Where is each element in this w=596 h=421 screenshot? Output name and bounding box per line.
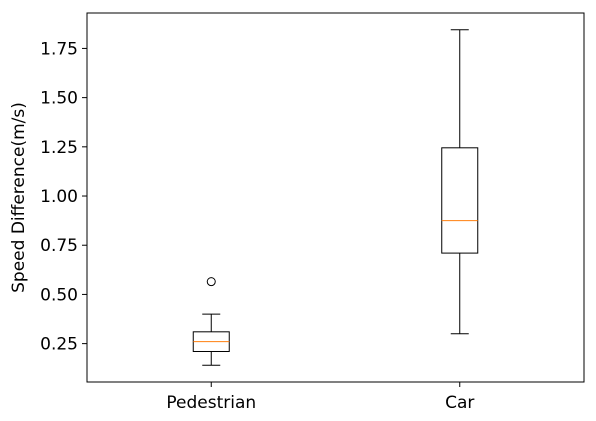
plot-frame <box>86 12 585 383</box>
iqr-box <box>441 147 479 254</box>
y-tick-label: 1.25 <box>40 138 78 158</box>
x-tick-label: Pedestrian <box>166 393 256 413</box>
box-car <box>441 29 479 335</box>
outlier-point <box>206 277 216 287</box>
y-tick-label: 0.75 <box>40 236 78 256</box>
y-tick-label: 1.00 <box>40 187 78 207</box>
box-pedestrian <box>192 277 230 366</box>
y-axis-title: Speed Difference(m/s) <box>9 102 29 293</box>
plot-area <box>86 12 585 383</box>
y-tick-label: 0.25 <box>40 335 78 355</box>
boxes-layer <box>192 29 479 366</box>
y-tick-label: 0.50 <box>40 285 78 305</box>
y-tick-label: 1.50 <box>40 89 78 109</box>
x-tick-label: Car <box>445 393 474 413</box>
y-axis: 0.25 0.50 0.75 1.00 1.25 1.50 1.75 <box>40 39 87 355</box>
y-tick-label: 1.75 <box>40 39 78 59</box>
x-axis: Pedestrian Car <box>166 382 474 413</box>
